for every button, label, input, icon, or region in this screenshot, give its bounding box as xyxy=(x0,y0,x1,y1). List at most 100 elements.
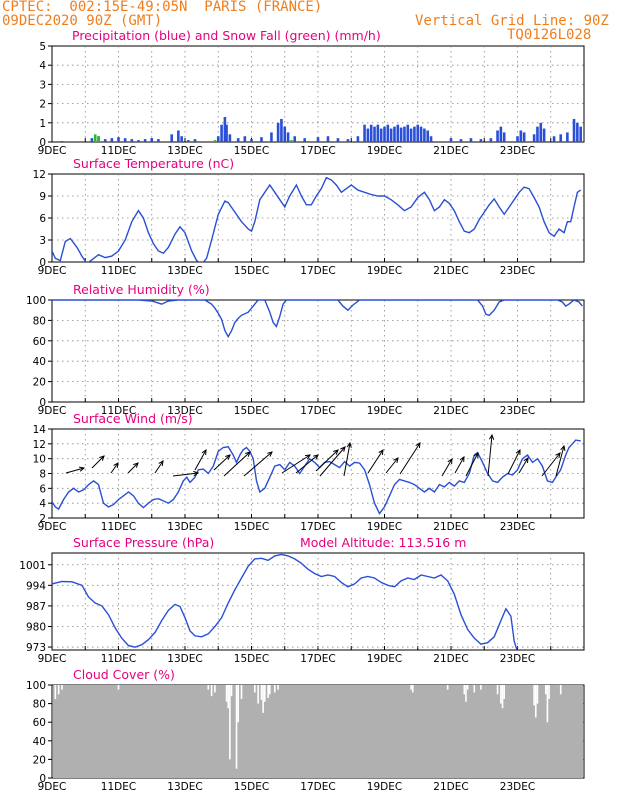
x-tick-label: 21DEC xyxy=(433,265,468,277)
x-tick-label: 17DEC xyxy=(300,405,335,417)
precip-bar xyxy=(419,126,423,142)
y-tick-label: 0 xyxy=(39,397,46,409)
precip-bar xyxy=(519,130,523,142)
cloud-gap xyxy=(503,685,505,699)
cloud-gap xyxy=(117,685,120,690)
precip-bar xyxy=(280,118,283,142)
cloud-gap xyxy=(500,685,502,704)
precip-bar xyxy=(60,141,64,142)
wind-arrow xyxy=(223,451,251,477)
x-tick-label: 11DEC xyxy=(101,145,136,157)
y-tick-label: 40 xyxy=(33,356,46,368)
wind-arrow-head xyxy=(99,455,105,461)
precip-bar xyxy=(406,124,410,142)
precip-bar xyxy=(389,128,393,142)
x-tick-label: 13DEC xyxy=(167,405,202,417)
y-tick-label: 980 xyxy=(26,621,46,633)
wind-arrow-head xyxy=(515,448,521,456)
cloud-gap xyxy=(257,685,259,704)
wind-arrow xyxy=(507,449,521,475)
y-tick-label: 2 xyxy=(39,513,46,525)
wind-arrow xyxy=(518,457,529,474)
wind-arrow xyxy=(487,434,493,477)
precip-bar xyxy=(566,132,569,142)
precip-bar xyxy=(286,132,290,142)
precip-bar xyxy=(228,134,232,142)
y-tick-label: 2 xyxy=(39,99,46,111)
x-tick-label: 13DEC xyxy=(167,145,202,157)
y-tick-label: 6 xyxy=(39,483,46,495)
precip-bar xyxy=(137,140,140,142)
wind-arrow-head xyxy=(473,451,479,459)
x-tick-label: 19DEC xyxy=(367,265,402,277)
y-tick-label: 9 xyxy=(39,191,46,203)
precip-bar xyxy=(346,139,350,142)
cloud-gap xyxy=(227,685,230,709)
precip-bar xyxy=(559,134,563,142)
precip-bar xyxy=(220,124,223,142)
precip-bar xyxy=(459,139,463,142)
wind-arrow xyxy=(399,442,421,475)
cloud-gap xyxy=(446,685,449,690)
precip-bar xyxy=(123,138,127,142)
y-tick-label: 0 xyxy=(39,257,46,269)
wind-arrow-head xyxy=(79,466,86,472)
cloud-gap xyxy=(544,685,547,695)
wind-arrow xyxy=(367,449,384,474)
precip-bar xyxy=(399,127,403,142)
x-tick-label: 19DEC xyxy=(367,405,402,417)
precip-bar xyxy=(416,124,420,142)
wind-arrow xyxy=(194,449,207,471)
cloud-gap xyxy=(501,685,504,709)
precip-bar xyxy=(369,124,373,142)
precip-bar xyxy=(187,140,190,142)
wind-arrow-head xyxy=(201,448,207,456)
wind-arrow-head xyxy=(346,441,352,448)
x-tick-label: 9DEC xyxy=(38,781,67,793)
wind-arrow xyxy=(541,452,561,477)
precip-bar xyxy=(90,138,94,142)
y-tick-label: 6 xyxy=(39,213,46,225)
y-tick-label: 12 xyxy=(33,439,46,451)
y-tick-label: 0 xyxy=(39,137,46,149)
y-tick-label: 80 xyxy=(33,699,46,711)
precip-bar xyxy=(409,128,413,142)
x-tick-label: 11DEC xyxy=(101,405,136,417)
cloud-gap xyxy=(559,685,562,695)
cloud-gap xyxy=(465,685,467,702)
y-tick-label: 20 xyxy=(33,754,46,766)
precip-bar xyxy=(579,126,582,142)
wind-arrow-head xyxy=(393,457,399,464)
wind-arrow-head xyxy=(158,460,164,467)
precip-bar xyxy=(386,124,390,142)
y-tick-label: 994 xyxy=(26,580,46,592)
wind-arrow-head xyxy=(225,454,231,460)
y-tick-label: 14 xyxy=(33,424,47,436)
x-tick-label: 23DEC xyxy=(500,265,535,277)
panel-title: Relative Humidity (%) xyxy=(73,282,210,297)
x-tick-label: 9DEC xyxy=(38,653,67,665)
precip-bar xyxy=(290,140,293,142)
y-tick-label: 0 xyxy=(39,773,46,785)
cloud-gap xyxy=(277,685,279,690)
x-tick-label: 17DEC xyxy=(300,265,335,277)
wind-arrow-head xyxy=(488,433,495,440)
precip-bar xyxy=(97,136,100,142)
panel-4: 973 980 987 994 1001 9DEC 11DEC 13DEC 15DEC 17DEC… xyxy=(19,535,585,665)
x-tick-label: 11DEC xyxy=(101,521,136,533)
y-tick-label: 40 xyxy=(33,736,46,748)
cloud-gap xyxy=(214,685,216,693)
x-tick-label: 19DEC xyxy=(367,781,402,793)
x-tick-label: 21DEC xyxy=(433,521,468,533)
wind-arrow-head xyxy=(312,454,319,460)
y-tick-label: 20 xyxy=(33,377,46,389)
cloud-gap xyxy=(264,685,266,702)
precip-bar xyxy=(403,126,406,142)
precip-bar xyxy=(336,138,340,142)
cloud-gap xyxy=(237,685,239,723)
precip-bar xyxy=(223,117,227,142)
cloud-gap xyxy=(262,685,264,713)
cloud-gap xyxy=(473,685,476,693)
wind-arrow xyxy=(65,467,85,474)
x-tick-label: 21DEC xyxy=(433,653,468,665)
